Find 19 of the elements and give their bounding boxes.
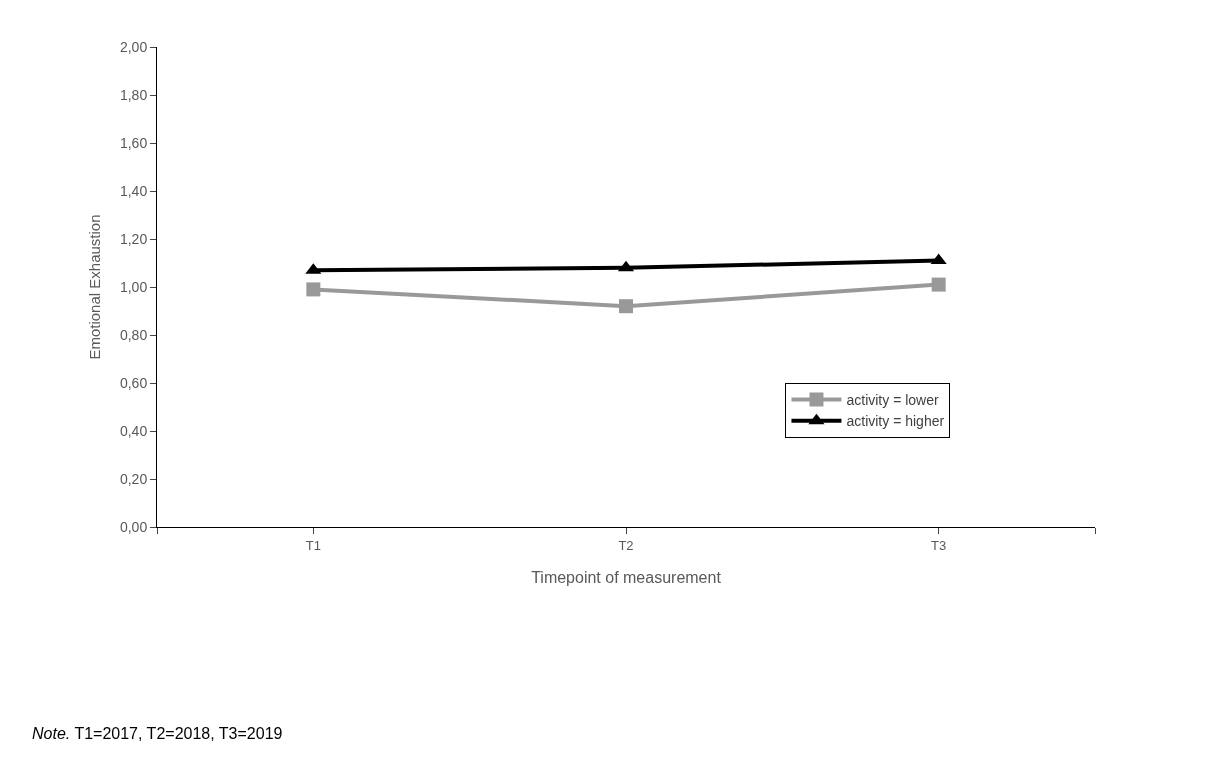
y-tick-label: 1,00 — [119, 278, 148, 295]
y-tick-label: 0,80 — [119, 326, 148, 343]
y-tick-label: 1,20 — [119, 230, 148, 247]
y-tick-label: 0,20 — [119, 470, 148, 487]
x-tick-label: T2 — [618, 537, 634, 553]
legend-label: activity = higher — [846, 413, 945, 430]
y-tick-label: 1,40 — [119, 182, 148, 199]
x-axis-title: Timepoint of measurement — [531, 569, 722, 587]
x-tick-label: T3 — [931, 537, 947, 553]
y-tick-label: 0,00 — [119, 518, 148, 535]
y-tick-label: 0,60 — [119, 374, 148, 391]
y-tick-label: 2,00 — [119, 38, 148, 55]
y-tick-label: 0,40 — [119, 422, 148, 439]
y-tick-label: 1,80 — [119, 86, 148, 103]
y-tick-label: 1,60 — [119, 134, 148, 151]
legend-label: activity = lower — [846, 392, 939, 409]
y-axis-title: Emotional Exhaustion — [86, 214, 104, 360]
text: Note. T1=2017, T2=2018, T3=2019 — [32, 725, 283, 742]
x-tick-label: T1 — [305, 537, 321, 553]
